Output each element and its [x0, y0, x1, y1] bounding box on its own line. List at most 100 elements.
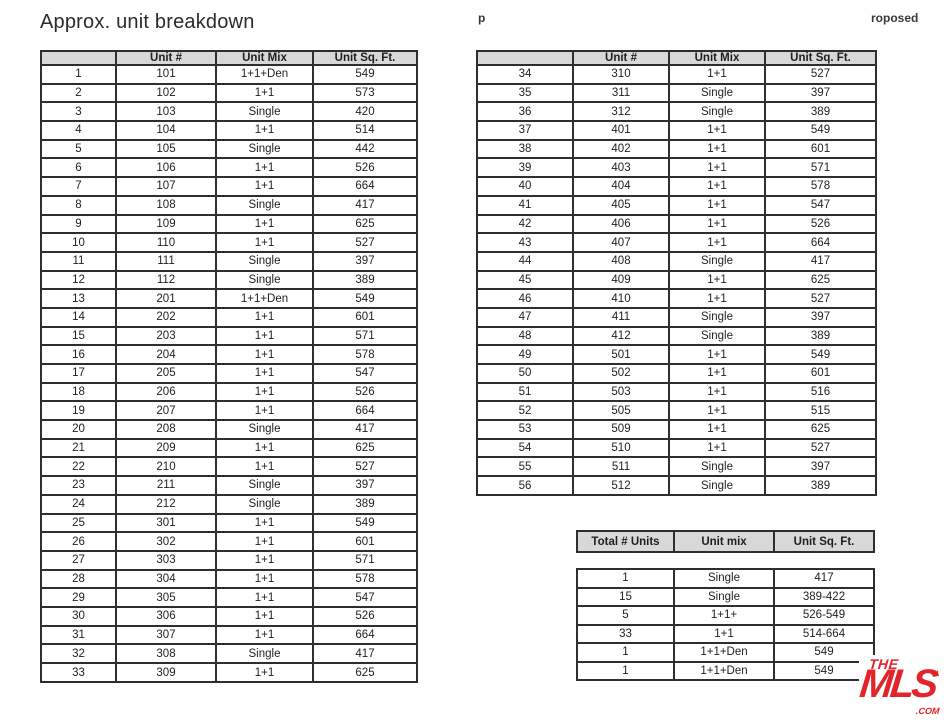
table-row: 40 404 1+1 578 [476, 176, 877, 197]
table-cell: 1+1 [668, 64, 766, 85]
table-cell: 1+1+Den [673, 642, 775, 663]
table-cell: Single [215, 419, 314, 440]
table-row: 47 411 Single 397 [476, 306, 877, 328]
table-row: 50 502 1+1 601 [476, 363, 877, 384]
column-header: Unit # [572, 50, 670, 66]
table-row: 33 1+1 514-664 [576, 623, 875, 644]
column-header: Total # Units [576, 530, 675, 553]
logo-mls-text: MLS [857, 662, 938, 706]
table-row: 15 203 1+1 571 [40, 325, 418, 347]
table-cell: 32 [40, 643, 117, 664]
table-cell: 1+1 [215, 306, 314, 328]
table-cell: 549 [312, 512, 418, 534]
table-cell: 547 [312, 363, 418, 384]
table-cell: 1+1 [668, 269, 766, 291]
table-cell: 54 [476, 437, 574, 459]
table-row: 19 207 1+1 664 [40, 400, 418, 422]
table-cell: 35 [476, 82, 574, 104]
table-cell: 39 [476, 157, 574, 179]
table-row: 42 406 1+1 526 [476, 213, 877, 235]
table-cell: 5 [576, 605, 675, 626]
table-cell: 42 [476, 213, 574, 235]
column-header: Unit Sq. Ft. [764, 50, 877, 66]
table-cell: 406 [572, 213, 670, 235]
table-cell: 12 [40, 269, 117, 291]
table-row: 56 512 Single 389 [476, 475, 877, 496]
table-cell: 40 [476, 176, 574, 197]
table-cell: 102 [115, 82, 217, 104]
table-cell: 210 [115, 456, 217, 478]
table-row: 30 306 1+1 526 [40, 605, 418, 627]
table-cell: 212 [115, 493, 217, 515]
table-cell: 307 [115, 624, 217, 646]
table-cell: 204 [115, 344, 217, 365]
table-row: 16 204 1+1 578 [40, 344, 418, 365]
logo-com-text: .COM [914, 706, 940, 716]
table-cell: 601 [764, 138, 877, 160]
table-row: 20 208 Single 417 [40, 419, 418, 440]
table-cell: 104 [115, 120, 217, 141]
table-row: 32 308 Single 417 [40, 643, 418, 664]
table-cell: Single [668, 456, 766, 478]
table-cell: 1 [576, 568, 675, 589]
table-cell: 1+1+ [673, 605, 775, 626]
table-cell: 417 [312, 643, 418, 664]
table-cell: 1+1 [215, 512, 314, 534]
table-row: 11 111 Single 397 [40, 250, 418, 272]
table-cell: 9 [40, 213, 117, 235]
table-row: 7 107 1+1 664 [40, 176, 418, 197]
table-row: 2 102 1+1 573 [40, 82, 418, 104]
table-cell: 26 [40, 531, 117, 552]
table-row: 55 511 Single 397 [476, 456, 877, 478]
table-cell: 402 [572, 138, 670, 160]
table-cell: 5 [40, 138, 117, 160]
table-cell: 625 [312, 437, 418, 459]
table-cell: 10 [40, 232, 117, 253]
table-cell: 417 [773, 568, 875, 589]
table-row: 15 Single 389-422 [576, 586, 875, 607]
table-row: 1 101 1+1+Den 549 [40, 64, 418, 85]
table-cell: 397 [764, 306, 877, 328]
table-cell: 549 [312, 288, 418, 309]
table-cell: 505 [572, 400, 670, 422]
table-cell: 309 [115, 662, 217, 683]
table-cell: Single [215, 138, 314, 160]
table-row: 24 212 Single 389 [40, 493, 418, 515]
column-header: Unit mix [673, 530, 775, 553]
table-cell: 15 [576, 586, 675, 607]
table-cell: 1+1 [668, 120, 766, 141]
table-row: 51 503 1+1 516 [476, 381, 877, 403]
table-cell: 205 [115, 363, 217, 384]
table-cell: 571 [312, 325, 418, 347]
table-cell: 389 [764, 475, 877, 496]
table-cell: 201 [115, 288, 217, 309]
table-cell: 420 [312, 101, 418, 123]
table-row: 17 205 1+1 547 [40, 363, 418, 384]
table-cell: 34 [476, 64, 574, 85]
table-cell: 211 [115, 475, 217, 496]
table-row: 38 402 1+1 601 [476, 138, 877, 160]
table-cell: 209 [115, 437, 217, 459]
table-cell: 516 [764, 381, 877, 403]
summary-table-header: Total # Units Unit mix Unit Sq. Ft. [576, 530, 875, 553]
table-row: 1 Single 417 [576, 568, 875, 589]
table-cell: 1+1 [215, 381, 314, 403]
table-cell: 36 [476, 101, 574, 123]
table-cell: 527 [312, 232, 418, 253]
unit-breakdown-table-left: Unit # Unit Mix Unit Sq. Ft. 1 101 1+1+Den 54… [40, 50, 418, 683]
header-fragment-roposed: roposed [871, 11, 919, 25]
table-row: 52 505 1+1 515 [476, 400, 877, 422]
table-row: 1 1+1+Den 549 [576, 660, 875, 681]
table-cell: Single [668, 82, 766, 104]
table-row: 46 410 1+1 527 [476, 288, 877, 309]
table-cell: 389 [764, 101, 877, 123]
table-cell: 389-422 [773, 586, 875, 607]
table-cell: 18 [40, 381, 117, 403]
table-cell: 15 [40, 325, 117, 347]
table-cell: 397 [312, 250, 418, 272]
table-cell: 25 [40, 512, 117, 534]
table-cell: 527 [764, 288, 877, 309]
table-cell: 31 [40, 624, 117, 646]
table-row: 13 201 1+1+Den 549 [40, 288, 418, 309]
table-cell: 578 [312, 344, 418, 365]
